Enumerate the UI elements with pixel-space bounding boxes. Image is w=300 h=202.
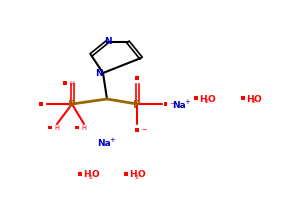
Text: 2: 2	[251, 99, 256, 103]
Text: O: O	[207, 94, 215, 103]
Text: 2: 2	[205, 99, 208, 103]
Bar	[135, 77, 139, 80]
Text: H: H	[54, 125, 59, 131]
Text: H: H	[83, 170, 91, 179]
Bar	[194, 97, 198, 100]
Text: H: H	[130, 170, 137, 179]
Text: 2: 2	[88, 174, 92, 179]
Text: +: +	[184, 99, 190, 104]
Text: O: O	[137, 170, 145, 179]
Text: H: H	[200, 94, 207, 103]
Bar	[164, 103, 167, 106]
Bar	[39, 103, 43, 106]
Text: H: H	[81, 125, 86, 131]
Text: H: H	[247, 94, 254, 103]
Bar	[63, 82, 67, 85]
Text: P: P	[133, 100, 141, 109]
Text: Na: Na	[97, 138, 111, 147]
Text: O: O	[254, 94, 262, 103]
Text: N: N	[104, 37, 112, 46]
Text: O: O	[91, 170, 99, 179]
Bar	[48, 126, 52, 130]
Bar	[78, 172, 82, 176]
Bar	[124, 172, 128, 176]
Text: Na: Na	[172, 100, 186, 109]
Text: −: −	[141, 126, 146, 132]
Text: N: N	[95, 69, 103, 78]
Bar	[135, 129, 139, 132]
Text: P: P	[68, 100, 76, 109]
Text: 2: 2	[134, 174, 139, 179]
Text: −: −	[169, 100, 175, 106]
Bar	[241, 97, 245, 100]
Bar	[75, 126, 79, 130]
Text: H: H	[69, 81, 74, 87]
Text: +: +	[109, 136, 115, 142]
